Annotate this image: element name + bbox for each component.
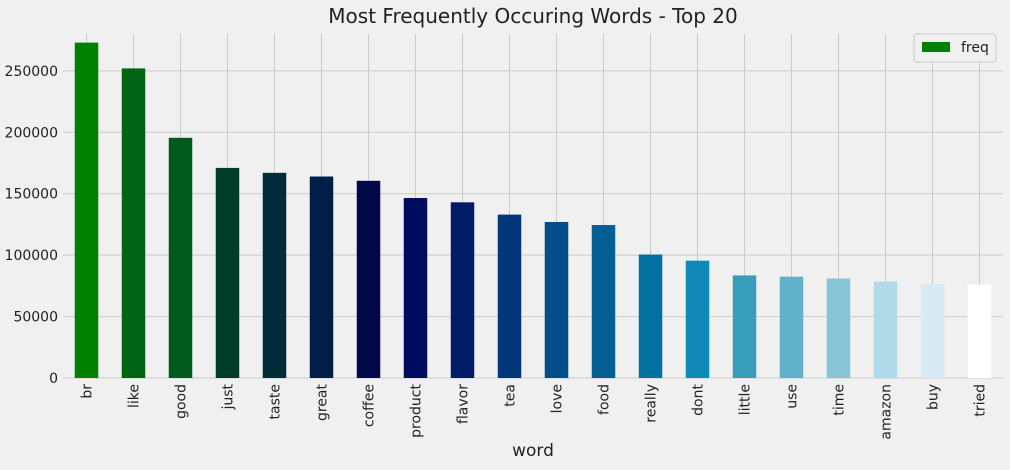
bar-food <box>591 225 616 378</box>
bar-like <box>121 68 146 379</box>
bar-buy <box>920 284 945 378</box>
x-tick-label: taste <box>268 384 284 419</box>
legend-label: freq <box>961 40 989 56</box>
bar-coffee <box>356 180 381 378</box>
y-tick-label: 100000 <box>5 248 58 264</box>
grid-layer <box>63 34 1003 379</box>
bar-layer <box>74 42 992 379</box>
legend-swatch <box>922 42 950 52</box>
bar-dont <box>685 260 710 378</box>
y-tick-label: 150000 <box>5 187 58 203</box>
legend-frame <box>913 33 997 63</box>
x-tick-label: time <box>832 384 848 416</box>
x-tick-label: dont <box>691 384 707 416</box>
y-tick-label: 250000 <box>5 64 58 80</box>
x-tick-label: buy <box>926 384 942 410</box>
x-tick-label: food <box>597 384 613 415</box>
bar-amazon <box>873 281 898 378</box>
x-tick-label: really <box>644 384 660 423</box>
y-tick-label: 200000 <box>5 125 58 141</box>
x-tick-label: great <box>315 384 331 422</box>
bar-tea <box>497 214 522 378</box>
x-tick-label: use <box>785 384 801 409</box>
bar-love <box>544 221 569 378</box>
x-tick-label: coffee <box>362 384 378 427</box>
x-tick-label: just <box>221 383 237 410</box>
bar-good <box>168 137 193 378</box>
bar-product <box>403 198 428 378</box>
x-tick-label: like <box>127 384 143 408</box>
x-tick-label: love <box>550 384 566 413</box>
bar-use <box>779 276 804 378</box>
bar-time <box>826 278 851 378</box>
x-tick-label: tried <box>973 384 989 417</box>
bar-great <box>309 176 334 378</box>
x-tick-label: br <box>80 384 96 399</box>
x-tick-label: good <box>174 384 190 419</box>
chart-title: Most Frequently Occuring Words - Top 20 <box>328 4 737 28</box>
bar-tried <box>967 284 992 378</box>
y-tick-label: 0 <box>49 371 58 387</box>
x-tick-label: little <box>738 384 754 415</box>
bar-really <box>638 254 663 378</box>
x-axis: br like good just taste great coffee product fla… <box>80 383 989 439</box>
bar-flavor <box>450 202 475 378</box>
x-tick-label: amazon <box>879 384 895 440</box>
legend: freq <box>913 33 997 63</box>
y-tick-label: 50000 <box>13 310 58 326</box>
x-tick-label: product <box>409 384 425 438</box>
bar-little <box>732 275 757 378</box>
x-tick-label: tea <box>503 384 519 407</box>
y-axis: 0 50000 100000 150000 200000 250000 <box>5 64 58 387</box>
x-axis-label: word <box>512 441 554 461</box>
bar-taste <box>262 172 287 378</box>
bar-br <box>74 42 99 378</box>
x-tick-label: flavor <box>456 384 472 424</box>
bar-just <box>215 167 240 378</box>
